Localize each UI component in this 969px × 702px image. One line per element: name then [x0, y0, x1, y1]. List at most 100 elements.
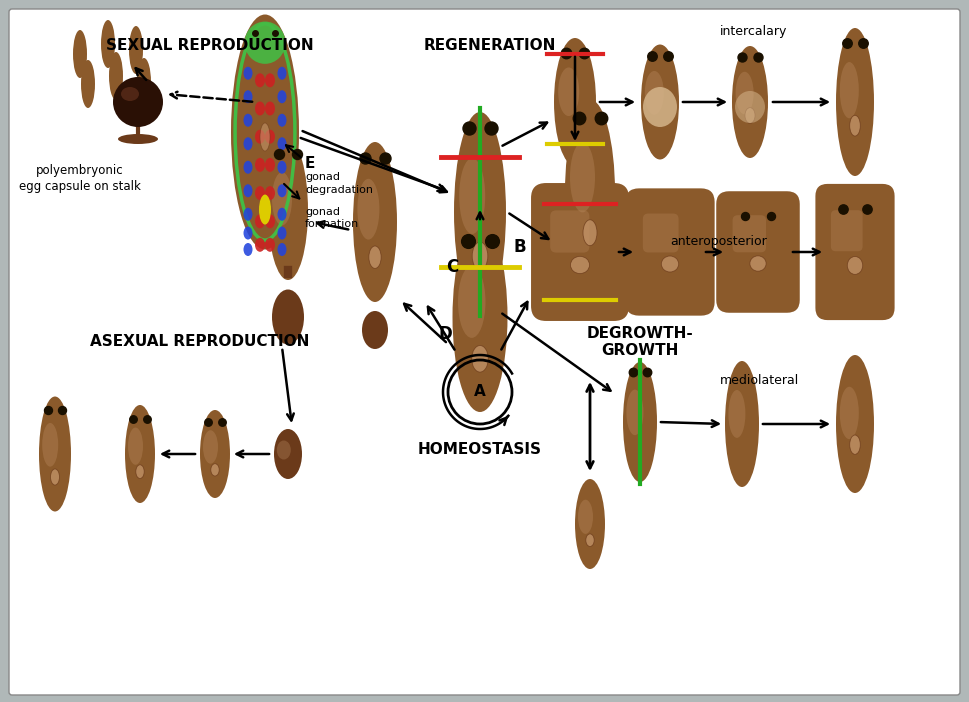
Ellipse shape: [277, 67, 287, 80]
Ellipse shape: [565, 100, 615, 284]
Ellipse shape: [454, 112, 506, 312]
Ellipse shape: [259, 194, 271, 225]
Ellipse shape: [277, 208, 287, 220]
Ellipse shape: [558, 67, 579, 116]
Ellipse shape: [725, 361, 759, 487]
Ellipse shape: [272, 289, 304, 345]
Ellipse shape: [277, 243, 287, 256]
Ellipse shape: [643, 87, 677, 127]
Text: gonad: gonad: [305, 172, 340, 182]
Ellipse shape: [277, 91, 287, 103]
Ellipse shape: [109, 52, 123, 100]
Ellipse shape: [570, 142, 595, 212]
Ellipse shape: [128, 428, 143, 465]
Ellipse shape: [732, 46, 768, 158]
Ellipse shape: [472, 242, 487, 270]
Ellipse shape: [265, 130, 275, 144]
Text: DEGROWTH-
GROWTH: DEGROWTH- GROWTH: [586, 326, 694, 358]
Ellipse shape: [554, 38, 596, 166]
Ellipse shape: [358, 179, 380, 239]
Text: degradation: degradation: [305, 185, 373, 195]
Ellipse shape: [43, 423, 58, 467]
Ellipse shape: [125, 405, 155, 503]
Ellipse shape: [211, 464, 219, 476]
FancyBboxPatch shape: [716, 191, 799, 313]
Ellipse shape: [129, 26, 143, 74]
Ellipse shape: [136, 465, 144, 479]
Ellipse shape: [578, 500, 593, 534]
Ellipse shape: [200, 410, 230, 498]
FancyBboxPatch shape: [830, 210, 862, 251]
Ellipse shape: [277, 114, 287, 127]
Ellipse shape: [847, 256, 862, 274]
FancyBboxPatch shape: [815, 184, 894, 320]
Ellipse shape: [265, 214, 275, 228]
Ellipse shape: [661, 256, 678, 272]
Ellipse shape: [260, 123, 270, 151]
Ellipse shape: [571, 256, 589, 274]
Text: REGENERATION: REGENERATION: [423, 39, 556, 53]
FancyBboxPatch shape: [625, 188, 715, 316]
Ellipse shape: [362, 311, 388, 349]
Text: anteroposterior: anteroposterior: [670, 235, 766, 249]
FancyBboxPatch shape: [531, 183, 629, 321]
Ellipse shape: [750, 256, 766, 271]
Ellipse shape: [277, 227, 287, 239]
Text: gonad: gonad: [305, 207, 340, 217]
Ellipse shape: [277, 138, 287, 150]
Ellipse shape: [50, 469, 59, 485]
Text: C: C: [446, 258, 458, 276]
Ellipse shape: [626, 390, 643, 435]
Ellipse shape: [836, 355, 874, 493]
Ellipse shape: [243, 208, 253, 220]
Ellipse shape: [459, 158, 485, 234]
Ellipse shape: [575, 479, 605, 569]
Text: E: E: [305, 157, 315, 171]
Ellipse shape: [586, 534, 594, 546]
Text: D: D: [438, 325, 452, 343]
Ellipse shape: [472, 345, 488, 372]
Ellipse shape: [583, 220, 597, 246]
Ellipse shape: [243, 91, 253, 103]
Text: formation: formation: [305, 219, 359, 229]
Ellipse shape: [101, 20, 115, 68]
Ellipse shape: [265, 102, 275, 116]
Ellipse shape: [243, 227, 253, 239]
Ellipse shape: [265, 238, 275, 252]
FancyBboxPatch shape: [9, 9, 960, 695]
Ellipse shape: [121, 87, 139, 101]
Ellipse shape: [231, 15, 299, 249]
Ellipse shape: [243, 243, 253, 256]
Ellipse shape: [353, 142, 397, 302]
Text: polyembryonic
egg capsule on stalk: polyembryonic egg capsule on stalk: [19, 164, 141, 193]
Ellipse shape: [277, 440, 291, 460]
Ellipse shape: [272, 172, 292, 225]
Ellipse shape: [81, 60, 95, 108]
Ellipse shape: [735, 72, 754, 114]
Text: A: A: [474, 385, 485, 399]
Ellipse shape: [255, 102, 265, 116]
Ellipse shape: [255, 130, 265, 144]
Ellipse shape: [265, 73, 275, 87]
Ellipse shape: [255, 238, 265, 252]
Ellipse shape: [137, 58, 151, 106]
Ellipse shape: [644, 71, 664, 114]
Ellipse shape: [73, 30, 87, 78]
Text: HOMEOSTASIS: HOMEOSTASIS: [418, 442, 542, 458]
Ellipse shape: [244, 22, 286, 64]
Ellipse shape: [243, 161, 253, 174]
Ellipse shape: [277, 184, 287, 197]
Text: mediolateral: mediolateral: [720, 373, 799, 387]
Ellipse shape: [255, 186, 265, 200]
Ellipse shape: [265, 158, 275, 172]
Ellipse shape: [850, 435, 860, 454]
Ellipse shape: [243, 67, 253, 80]
Ellipse shape: [745, 107, 755, 124]
Ellipse shape: [203, 430, 218, 464]
FancyBboxPatch shape: [733, 216, 766, 252]
Ellipse shape: [255, 73, 265, 87]
Ellipse shape: [265, 186, 275, 200]
Ellipse shape: [243, 138, 253, 150]
Ellipse shape: [840, 62, 859, 118]
Text: ASEXUAL REPRODUCTION: ASEXUAL REPRODUCTION: [90, 334, 310, 350]
